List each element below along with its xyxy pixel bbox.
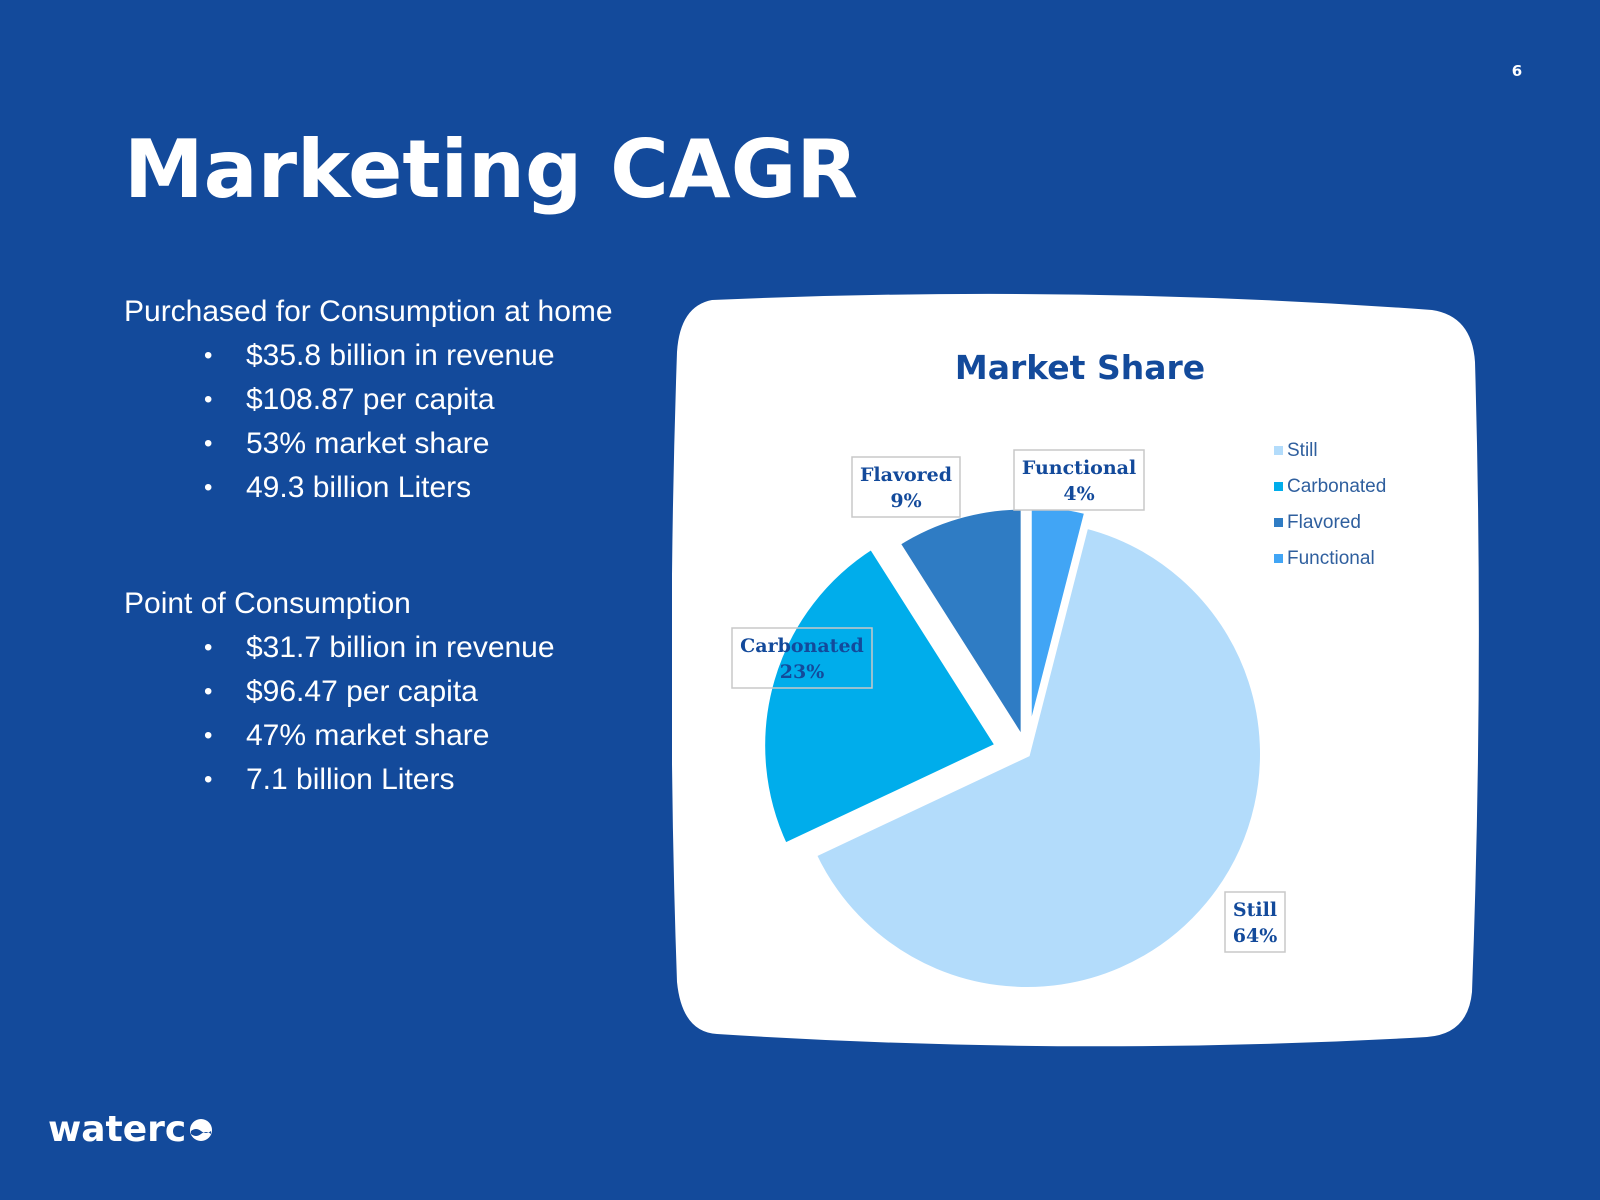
legend-item-flavored: Flavored [1274, 512, 1361, 533]
pie-slices [759, 501, 1266, 993]
market-share-pie-chart: Market Share Still 64% Carbonated 23% Flavor… [672, 293, 1479, 1047]
pie-slice-still [809, 521, 1266, 993]
home-consumption-heading: Purchased for Consumption at home [124, 295, 613, 328]
point-consumption-list: • $31.7 billion in revenue • $96.47 per ca… [124, 626, 555, 802]
bullet-icon: • [204, 386, 213, 413]
legend-swatch [1274, 518, 1283, 527]
page-number: 6 [1511, 62, 1523, 80]
bullet-icon: • [204, 430, 213, 457]
data-label-flavored: Flavored 9% [851, 456, 961, 518]
list-item: • $31.7 billion in revenue [124, 626, 555, 670]
data-label-functional: Functional 4% [1013, 449, 1145, 511]
data-label-name: Functional [1022, 457, 1136, 479]
legend-label: Flavored [1287, 512, 1361, 533]
legend-item-carbonated: Carbonated [1274, 476, 1386, 497]
data-label-name: Still [1233, 899, 1277, 921]
data-label-value: 4% [1063, 483, 1094, 505]
market-share-chart-card: Market Share Still 64% Carbonated 23% Flavor… [672, 292, 1482, 1052]
waterco-logo: waterc [48, 1112, 214, 1148]
bullet-icon: • [204, 678, 213, 705]
list-item: • $35.8 billion in revenue [124, 334, 613, 378]
legend-swatch [1274, 482, 1283, 491]
data-label-carbonated: Carbonated 23% [731, 627, 873, 689]
list-item: • 53% market share [124, 422, 613, 466]
data-label-value: 23% [780, 661, 825, 683]
list-item: • 47% market share [124, 714, 555, 758]
legend-label: Carbonated [1287, 476, 1386, 497]
pie-slice-carbonated [759, 542, 1003, 851]
home-consumption-list: • $35.8 billion in revenue • $108.87 per c… [124, 334, 613, 510]
bullet-icon: • [204, 474, 213, 501]
bullet-icon: • [204, 634, 213, 661]
legend-label: Functional [1287, 548, 1375, 569]
data-label-name: Flavored [860, 464, 952, 486]
list-item: • 7.1 billion Liters [124, 758, 555, 802]
bullet-text: 49.3 billion Liters [246, 471, 472, 504]
chart-title: Market Share [955, 348, 1205, 387]
water-wave-o-icon [190, 1119, 213, 1141]
bullet-text: $31.7 billion in revenue [246, 631, 555, 664]
bullet-text: 47% market share [246, 719, 490, 752]
legend-swatch [1274, 554, 1283, 563]
bullet-text: $108.87 per capita [246, 383, 495, 416]
list-item: • $96.47 per capita [124, 670, 555, 714]
logo-text: waterc [48, 1109, 187, 1150]
bullet-icon: • [204, 722, 213, 749]
data-label-value: 9% [890, 490, 921, 512]
bullet-icon: • [204, 766, 213, 793]
pie-data-labels: Still 64% Carbonated 23% Flavored 9% Functiona… [731, 449, 1286, 953]
data-label-still: Still 64% [1224, 891, 1286, 953]
legend-swatch [1274, 446, 1283, 455]
point-consumption-block: Point of Consumption • $31.7 billion in r… [124, 582, 555, 802]
slide-title: Marketing CAGR [124, 123, 858, 216]
data-label-name: Carbonated [740, 635, 864, 657]
home-consumption-block: Purchased for Consumption at home • $35.8… [124, 290, 613, 510]
legend-label: Still [1287, 440, 1318, 461]
bullet-text: 53% market share [246, 427, 490, 460]
bullet-text: $96.47 per capita [246, 675, 478, 708]
bullet-text: 7.1 billion Liters [246, 763, 455, 796]
data-label-value: 64% [1233, 925, 1278, 947]
point-consumption-heading: Point of Consumption [124, 587, 411, 620]
legend-item-still: Still [1274, 440, 1318, 461]
legend-item-functional: Functional [1274, 548, 1375, 569]
bullet-icon: • [204, 342, 213, 369]
bullet-text: $35.8 billion in revenue [246, 339, 555, 372]
list-item: • 49.3 billion Liters [124, 466, 613, 510]
chart-legend: Still Carbonated Flavored Functional [1274, 440, 1386, 569]
list-item: • $108.87 per capita [124, 378, 613, 422]
